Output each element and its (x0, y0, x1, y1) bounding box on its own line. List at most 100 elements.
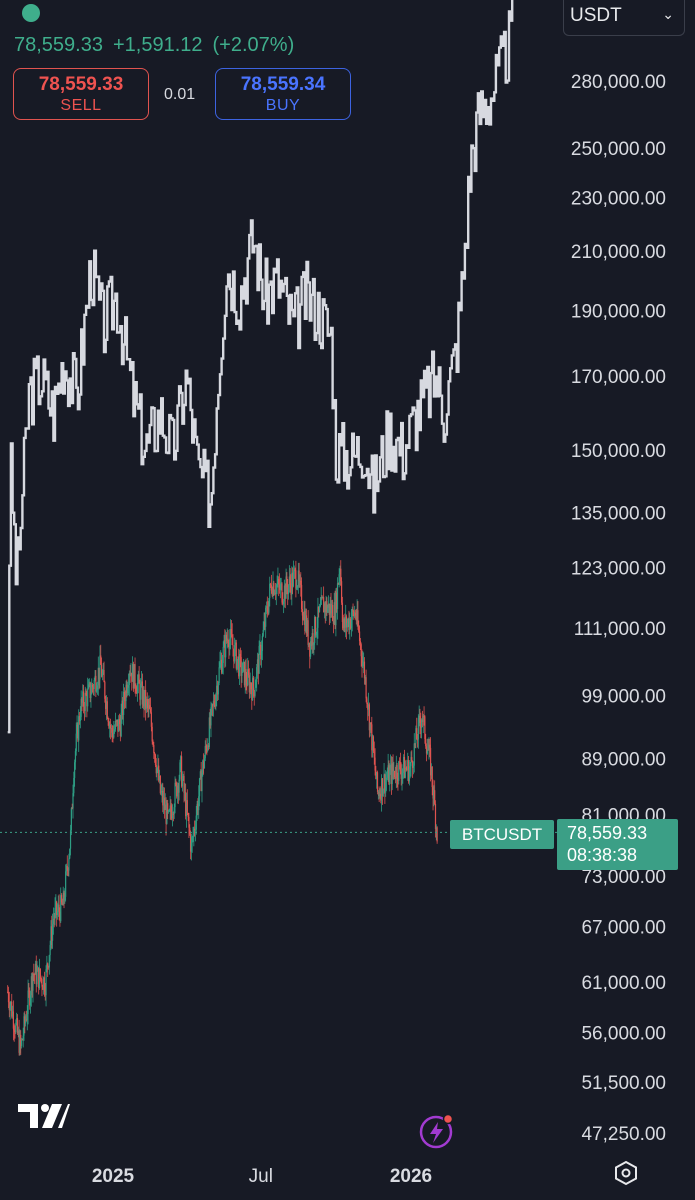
candle-body (38, 967, 40, 989)
candle-body (79, 716, 81, 721)
candle-body (47, 963, 49, 967)
candle-body (345, 616, 347, 628)
candle-body (188, 816, 190, 828)
settings-hexagon-icon[interactable] (613, 1160, 639, 1186)
candle-body (76, 724, 78, 734)
candle-body (100, 655, 102, 665)
candle-body (421, 719, 423, 728)
candle-body (64, 896, 66, 901)
candle-body (405, 767, 407, 769)
x-tick-label: 2025 (92, 1166, 135, 1187)
candle-body (203, 760, 205, 769)
candle-body (370, 722, 372, 725)
candle-body (280, 583, 282, 585)
candle-body (349, 619, 352, 629)
candle-body (357, 610, 359, 627)
candle-body (305, 615, 307, 631)
candle-body (234, 645, 236, 662)
candle-body (194, 828, 196, 831)
candle-body (201, 772, 203, 791)
candle-body (129, 673, 131, 676)
candle-body (167, 803, 169, 812)
candle-body (130, 672, 132, 676)
candle-body (80, 698, 82, 717)
candle-body (409, 766, 411, 770)
candle-body (261, 635, 264, 651)
candle-body (407, 760, 410, 782)
candle-body (123, 691, 125, 716)
candle-body (327, 603, 330, 608)
candle-body (366, 698, 368, 704)
y-tick-label: 67,000.00 (581, 918, 666, 939)
currency-select[interactable]: USDT ⌄ (563, 0, 685, 36)
candle-body (365, 677, 367, 699)
sell-button[interactable]: 78,559.33 SELL (13, 68, 149, 120)
y-tick-label: 123,000.00 (571, 558, 666, 579)
candle-body (385, 779, 387, 793)
candle-body (60, 895, 62, 922)
candle-body (69, 830, 72, 849)
candle-body (297, 570, 299, 587)
candle-body (34, 974, 36, 976)
candle-body (145, 698, 148, 709)
candle-body (160, 792, 162, 794)
candle-body (74, 762, 76, 778)
candle-body (292, 572, 294, 587)
candle-body (256, 667, 258, 682)
candle-body (213, 700, 215, 705)
candle-body (149, 708, 152, 713)
candle-body (26, 1014, 28, 1021)
candle-body (395, 765, 397, 779)
buy-button[interactable]: 78,559.34 BUY (215, 68, 351, 120)
candle-body (86, 695, 88, 707)
y-tick-label: 99,000.00 (581, 687, 666, 708)
candle-body (359, 641, 361, 645)
candle-body (245, 668, 247, 682)
candle-body (325, 601, 327, 613)
candle-body (217, 682, 219, 695)
candle-body (53, 918, 55, 920)
candle-body (336, 592, 338, 610)
candle-body (294, 569, 296, 571)
candle-body (25, 1019, 27, 1024)
candle-body (141, 681, 143, 705)
candle-body (278, 578, 280, 585)
candle-body (220, 659, 222, 663)
candle-body (90, 693, 92, 698)
candle-body (95, 675, 97, 692)
candle-body (269, 583, 272, 585)
tradingview-logo-icon[interactable] (18, 1102, 70, 1130)
candle-body (356, 610, 358, 621)
candle-body (299, 580, 301, 582)
candle-body (132, 663, 135, 689)
candle-body (57, 904, 59, 911)
candle-body (145, 689, 147, 709)
candle-body (27, 990, 29, 1015)
candle-body (273, 582, 275, 595)
candle-body (434, 790, 436, 804)
candle-body (369, 722, 371, 731)
candle-body (318, 606, 321, 612)
candle-body (56, 901, 58, 916)
candle-body (60, 895, 63, 903)
candle-body (226, 638, 228, 642)
currency-value: USDT (570, 5, 622, 26)
candle-body (321, 597, 323, 599)
candle-body (181, 778, 183, 787)
candle-body (48, 955, 50, 968)
candle-body (307, 620, 309, 645)
candle-body (256, 659, 259, 668)
candle-body (390, 764, 393, 784)
candle-body (414, 743, 416, 745)
last-price-value: 78,559.33 (567, 823, 648, 843)
candle-body (158, 765, 160, 781)
candle-body (51, 924, 54, 941)
candle-body (406, 768, 408, 770)
candle-body (386, 777, 388, 779)
candle-body (335, 592, 337, 626)
lightning-bolt-icon[interactable] (418, 1112, 456, 1150)
candle-body (397, 778, 399, 781)
candle-body (165, 804, 167, 824)
candle-body (19, 1034, 21, 1053)
